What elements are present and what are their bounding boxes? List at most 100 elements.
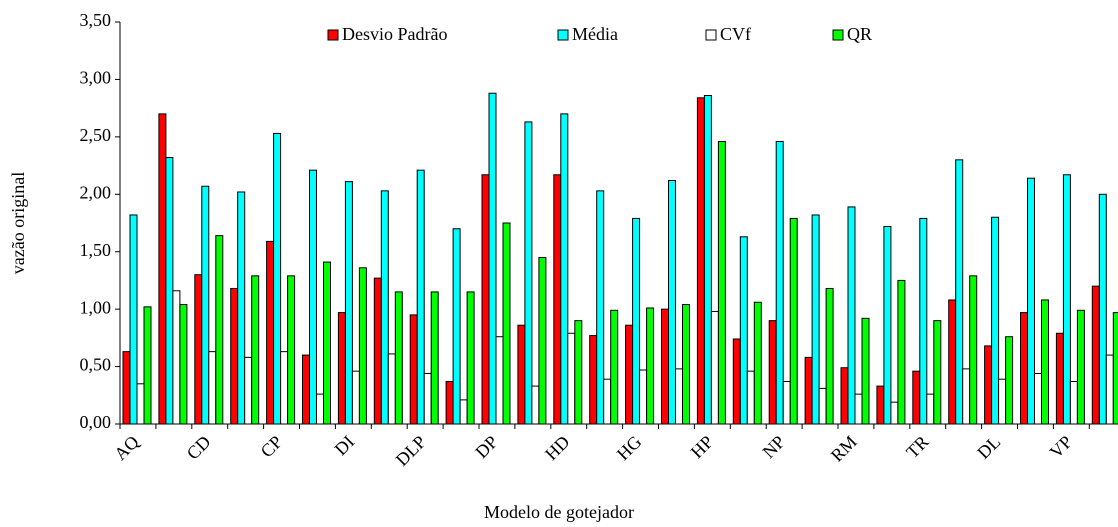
- bar: [625, 324, 634, 425]
- legend-swatch: [705, 29, 717, 41]
- bar: [194, 274, 203, 425]
- bar: [1091, 285, 1100, 425]
- bar: [912, 370, 921, 425]
- bar: [208, 351, 217, 425]
- bar: [488, 92, 497, 425]
- bar: [668, 180, 676, 425]
- bar: [481, 174, 490, 425]
- bar: [717, 140, 726, 425]
- bar: [775, 140, 784, 425]
- bar: [847, 206, 856, 425]
- bar: [1055, 332, 1064, 425]
- bar: [732, 338, 741, 425]
- x-tick-label: HD: [541, 432, 574, 465]
- bar: [302, 354, 310, 425]
- bar: [316, 393, 324, 425]
- bar: [560, 113, 569, 425]
- bar: [129, 214, 138, 425]
- y-axis-title: vazão original: [8, 172, 28, 274]
- bar: [746, 370, 755, 425]
- y-tick-label: 0,00: [80, 412, 112, 432]
- bar: [445, 381, 454, 425]
- bar: [876, 385, 885, 425]
- x-tick-label: DLP: [392, 432, 430, 470]
- bar: [215, 235, 224, 425]
- bar: [309, 169, 317, 425]
- bar: [1034, 372, 1042, 425]
- bar: [1076, 309, 1085, 425]
- bar: [416, 169, 425, 425]
- bar: [1105, 354, 1114, 425]
- bar: [143, 306, 152, 425]
- bar: [933, 320, 942, 425]
- bar: [675, 368, 683, 425]
- legend-label: QR: [847, 24, 872, 44]
- bar: [991, 216, 1000, 425]
- bar: [423, 372, 432, 425]
- x-tick-label: NP: [759, 432, 789, 462]
- bar: [955, 159, 964, 425]
- bar: [804, 356, 813, 425]
- bar: [883, 225, 892, 425]
- bar: [998, 378, 1007, 425]
- bar: [524, 121, 533, 425]
- bar: [351, 370, 360, 425]
- bar: [538, 256, 547, 425]
- legend-swatch: [832, 29, 844, 41]
- bar: [237, 191, 246, 425]
- bar: [553, 174, 562, 425]
- bar: [452, 228, 461, 425]
- bar: [984, 345, 993, 425]
- bar: [323, 261, 331, 425]
- bar: [179, 304, 188, 425]
- bar: [201, 185, 210, 425]
- bar: [840, 367, 849, 425]
- bar: [266, 240, 275, 425]
- bar: [1062, 174, 1071, 425]
- bar: [136, 383, 145, 425]
- x-axis-title: Modelo de gotejador: [484, 502, 634, 522]
- y-tick-label: 1,00: [80, 297, 112, 317]
- bar: [768, 320, 777, 425]
- x-tick-label: RM: [827, 432, 861, 466]
- x-tick-label: AQ: [110, 432, 143, 465]
- bar: [610, 309, 619, 425]
- legend-swatch: [557, 29, 569, 41]
- x-tick-label: VP: [1046, 432, 1076, 462]
- bar: [502, 222, 511, 425]
- bar: [387, 353, 396, 425]
- y-tick-label: 3,50: [80, 10, 112, 30]
- bar: [890, 401, 899, 425]
- bar: [517, 324, 526, 425]
- legend-label: Média: [572, 24, 618, 44]
- bar: [739, 236, 748, 425]
- bar: [639, 369, 648, 425]
- x-tick-label: DI: [331, 432, 359, 460]
- bar: [273, 132, 282, 425]
- legend-swatch: [327, 29, 339, 41]
- bar: [251, 275, 260, 425]
- bar: [337, 312, 346, 425]
- bar: [603, 378, 612, 425]
- bar: [682, 304, 690, 425]
- y-tick-label: 1,50: [80, 240, 112, 260]
- bar: [1027, 177, 1035, 425]
- bar: [358, 267, 367, 425]
- bar: [230, 287, 239, 425]
- bar: [165, 157, 174, 425]
- legend-label: CVf: [720, 24, 751, 44]
- bar: [373, 277, 382, 425]
- bar: [926, 393, 935, 425]
- bar: [531, 385, 540, 425]
- bar: [344, 181, 353, 425]
- bar: [969, 275, 978, 425]
- bar: [495, 336, 504, 425]
- bar: [854, 393, 863, 425]
- bar: [919, 217, 928, 425]
- bar: [825, 287, 834, 425]
- bar: [789, 217, 798, 425]
- y-tick-label: 2,00: [80, 182, 112, 202]
- y-tick-label: 3,00: [80, 68, 112, 88]
- x-tick-label: DL: [973, 432, 1004, 463]
